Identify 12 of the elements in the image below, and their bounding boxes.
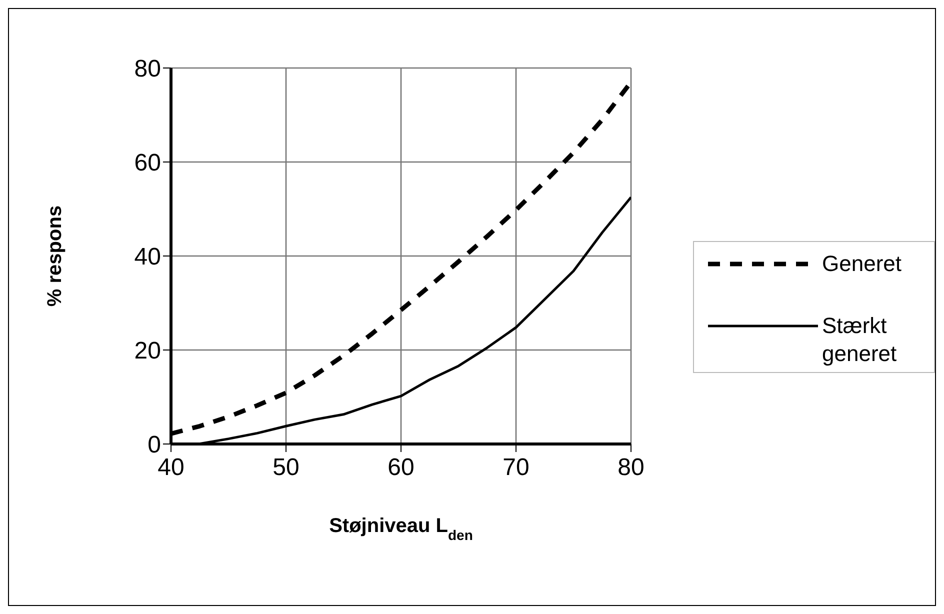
x-tick-label: 60 (388, 454, 414, 482)
x-tick-label: 70 (502, 454, 530, 482)
y-tick-label: 80 (134, 56, 161, 83)
legend-label: Stærkt generet (822, 312, 898, 368)
y-tick-label: 40 (134, 244, 161, 271)
x-tick-label: 50 (272, 454, 300, 482)
y-tick-label: 60 (134, 150, 161, 177)
y-axis-title: % respons (44, 205, 66, 307)
y-tick-label: 20 (134, 338, 161, 365)
x-tick-label: 80 (618, 454, 644, 482)
x-axis-title: Støjniveau L$_{den}$ (329, 515, 473, 543)
legend-label: Generet (822, 250, 902, 278)
